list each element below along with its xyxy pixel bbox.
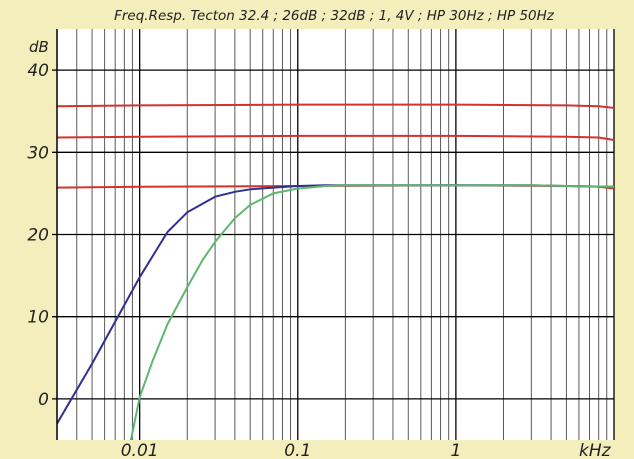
x-tick-label: 1 [450,441,461,459]
chart-title: Freq.Resp. Tecton 32.4 ; 26dB ; 32dB ; 1… [114,8,555,24]
x-axis-unit-label: kHz [579,441,612,459]
x-tick-label: 0.01 [121,441,159,459]
y-axis-unit-label: dB [29,38,49,56]
series-layer [57,103,614,440]
series-line [57,134,614,141]
tick-labels: 40 30 20 10 0 0.01 0.1 1 [27,61,461,459]
series-line [57,103,614,109]
y-tick-label: 40 [27,61,49,81]
grid-lines [52,29,615,440]
y-tick-label: 10 [27,308,49,328]
y-tick-label: 0 [38,390,49,410]
y-tick-label: 30 [27,143,49,163]
y-tick-label: 20 [27,226,49,246]
series-line [129,184,614,440]
x-tick-label: 0.1 [284,441,311,459]
